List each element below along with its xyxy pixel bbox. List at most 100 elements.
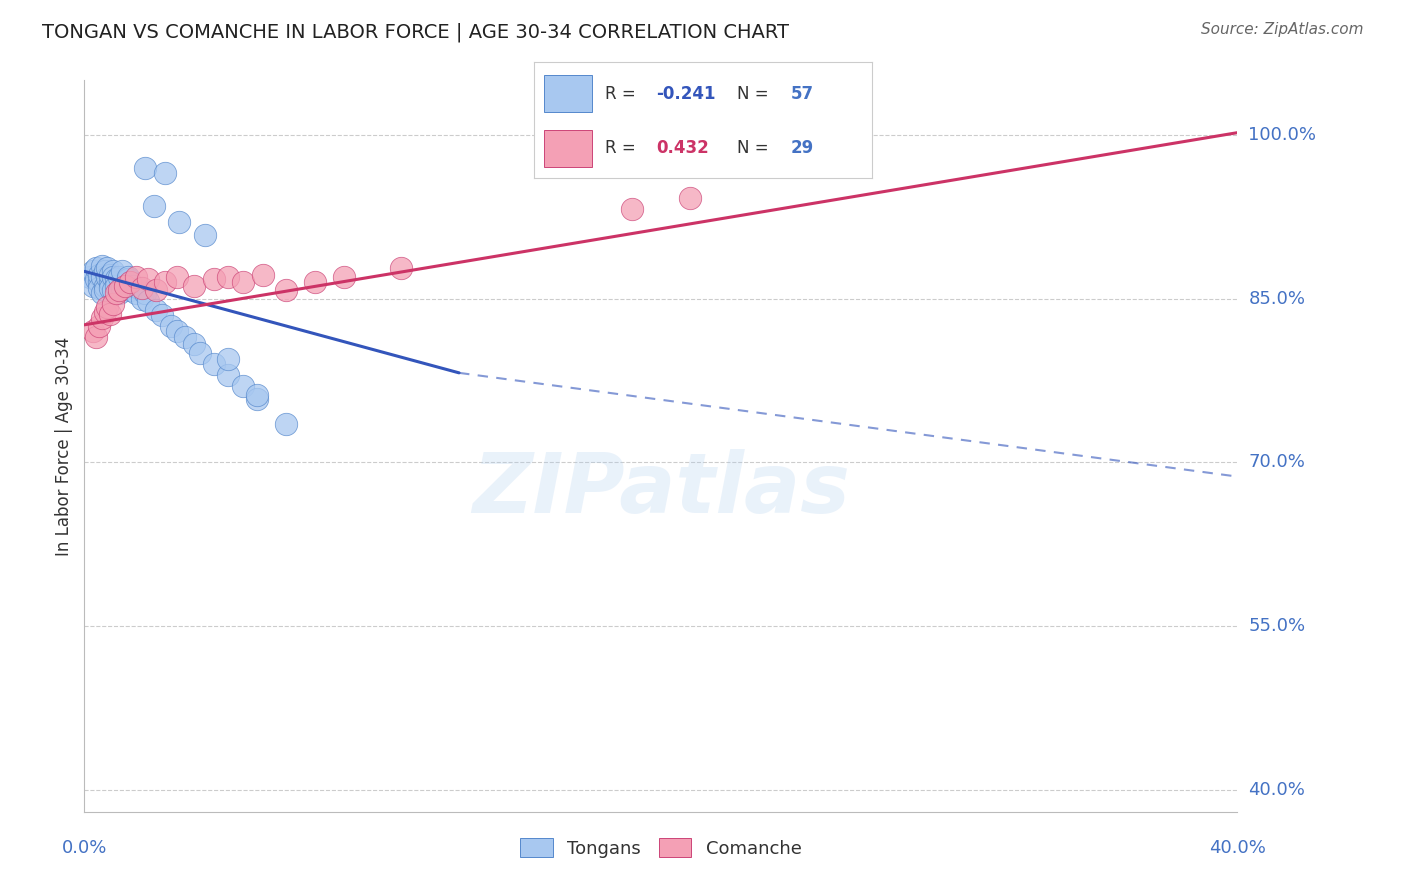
Text: 55.0%: 55.0% xyxy=(1249,617,1306,635)
Point xyxy=(105,278,128,293)
Text: Source: ZipAtlas.com: Source: ZipAtlas.com xyxy=(1201,22,1364,37)
Point xyxy=(93,278,115,293)
Point xyxy=(93,304,115,318)
Point xyxy=(145,283,167,297)
Y-axis label: In Labor Force | Age 30-34: In Labor Force | Age 30-34 xyxy=(55,336,73,556)
Text: N =: N = xyxy=(737,139,773,157)
Point xyxy=(111,264,134,278)
Text: R =: R = xyxy=(605,139,641,157)
Text: TONGAN VS COMANCHE IN LABOR FORCE | AGE 30-34 CORRELATION CHART: TONGAN VS COMANCHE IN LABOR FORCE | AGE … xyxy=(42,22,789,42)
Point xyxy=(117,272,139,286)
Point xyxy=(108,286,131,301)
Point xyxy=(117,269,139,284)
Point xyxy=(246,392,269,406)
Point xyxy=(93,283,115,297)
Point xyxy=(82,278,104,293)
Point xyxy=(98,307,121,321)
Point xyxy=(166,269,188,284)
Point xyxy=(202,357,225,371)
Point xyxy=(125,286,148,301)
Point xyxy=(218,368,240,382)
Point xyxy=(128,281,150,295)
Point xyxy=(103,283,124,297)
Point xyxy=(153,166,176,180)
Text: -0.241: -0.241 xyxy=(655,85,716,103)
Text: 70.0%: 70.0% xyxy=(1249,453,1305,471)
FancyBboxPatch shape xyxy=(544,75,592,112)
Text: 0.432: 0.432 xyxy=(655,139,709,157)
Point xyxy=(111,281,134,295)
Point xyxy=(120,275,142,289)
Point xyxy=(105,272,128,286)
Text: 40.0%: 40.0% xyxy=(1249,780,1305,799)
Point xyxy=(169,215,191,229)
Point xyxy=(87,318,110,333)
Point xyxy=(136,272,159,286)
Point xyxy=(246,387,269,401)
Point xyxy=(679,191,702,205)
Point xyxy=(160,318,183,333)
Point xyxy=(93,264,115,278)
Point xyxy=(87,268,110,282)
Point xyxy=(134,286,156,301)
Point xyxy=(84,261,107,276)
Point xyxy=(252,268,274,282)
Point xyxy=(103,264,124,278)
Point xyxy=(98,268,121,282)
Point xyxy=(122,278,145,293)
Point xyxy=(82,324,104,338)
Point xyxy=(194,228,217,243)
Point xyxy=(84,272,107,286)
FancyBboxPatch shape xyxy=(544,129,592,167)
Point xyxy=(98,275,121,289)
Point xyxy=(202,272,225,286)
Point xyxy=(120,283,142,297)
Point xyxy=(90,259,112,273)
Point xyxy=(145,302,167,317)
Point xyxy=(82,264,104,278)
Point xyxy=(105,286,128,301)
Point xyxy=(114,278,136,293)
Point xyxy=(90,311,112,326)
Point xyxy=(304,275,326,289)
Point xyxy=(96,301,118,315)
Point xyxy=(108,283,131,297)
Point xyxy=(103,269,124,284)
Text: 57: 57 xyxy=(790,85,814,103)
Point xyxy=(188,346,211,360)
Point xyxy=(218,269,240,284)
Point xyxy=(87,281,110,295)
Point xyxy=(134,161,156,175)
Point xyxy=(174,330,197,344)
Text: 100.0%: 100.0% xyxy=(1249,126,1316,144)
Text: R =: R = xyxy=(605,85,641,103)
Text: 0.0%: 0.0% xyxy=(62,839,107,857)
Point xyxy=(79,269,101,284)
Point xyxy=(125,269,148,284)
Point xyxy=(90,286,112,301)
Point xyxy=(333,269,356,284)
Point xyxy=(166,324,188,338)
Point xyxy=(218,351,240,366)
Point xyxy=(84,330,107,344)
Text: N =: N = xyxy=(737,85,773,103)
Point xyxy=(183,278,205,293)
Point xyxy=(131,281,153,295)
Point xyxy=(150,308,173,322)
Point xyxy=(276,283,298,297)
Point xyxy=(96,261,118,276)
Text: 40.0%: 40.0% xyxy=(1209,839,1265,857)
Point xyxy=(276,417,298,432)
Point xyxy=(96,269,118,284)
Text: 85.0%: 85.0% xyxy=(1249,290,1305,308)
Point xyxy=(90,269,112,284)
Point xyxy=(621,202,644,216)
Text: ZIPatlas: ZIPatlas xyxy=(472,450,849,531)
Point xyxy=(98,281,121,295)
Point xyxy=(391,261,413,276)
Point xyxy=(142,199,165,213)
Point xyxy=(87,275,110,289)
Point xyxy=(131,292,153,306)
Point xyxy=(136,293,159,308)
Point xyxy=(114,278,136,293)
